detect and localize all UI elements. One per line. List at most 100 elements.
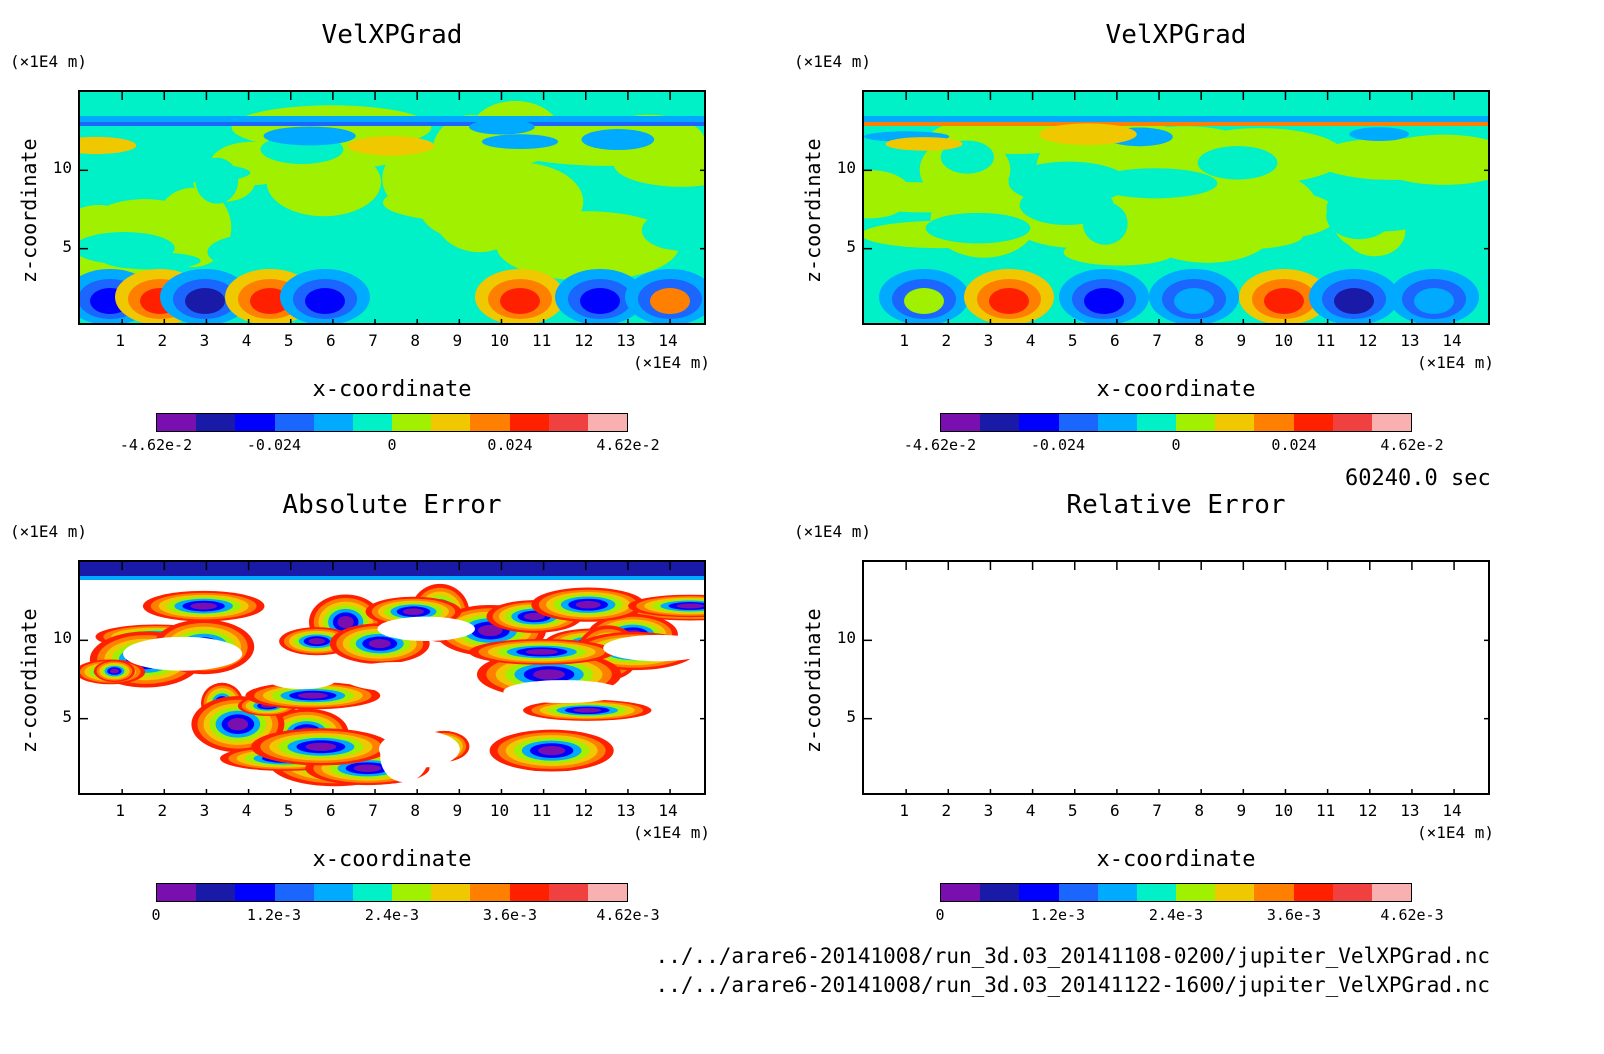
x-tick-label: 14 <box>1442 801 1462 820</box>
x-tick-label: 5 <box>283 331 294 350</box>
x-tick-label: 7 <box>368 331 378 350</box>
y-axis-label: z-coordinate <box>801 138 825 284</box>
time-label: 60240.0 sec <box>1345 466 1491 491</box>
x-tick-label: 5 <box>1067 801 1078 820</box>
colorbar-swatch <box>470 414 510 431</box>
heatmap-field <box>80 562 704 793</box>
x-tick-label: 11 <box>1315 801 1336 820</box>
x-tick-label: 9 <box>452 331 463 350</box>
colorbar-label: 4.62e-3 <box>1380 906 1444 924</box>
y-tick-label: 5 <box>846 706 856 726</box>
x-tick-label: 6 <box>326 331 336 350</box>
colorbar-swatch <box>1097 414 1137 431</box>
plot-area <box>862 90 1490 325</box>
colorbar-swatch <box>196 414 236 431</box>
x-tick-label: 3 <box>983 801 994 820</box>
x-tick-label: 4 <box>1025 801 1036 820</box>
colorbar <box>156 413 628 432</box>
x-tick-label: 10 <box>489 801 510 820</box>
y-axis-unit: (×1E4 m) <box>10 522 88 541</box>
x-tick-label: 2 <box>941 331 952 350</box>
colorbar-label: 0 <box>935 906 945 924</box>
x-tick-label: 7 <box>368 801 378 820</box>
plot-area <box>78 90 706 325</box>
x-tick-label: 13 <box>616 801 636 820</box>
y-axis-label: z-coordinate <box>801 608 825 754</box>
chart-panel: VelXPGrad (×1E4 m) z-coordinate 1 2 3 4 5 6 7 8 9 10… <box>0 0 784 470</box>
colorbar <box>940 883 1412 902</box>
x-tick-label: 8 <box>410 801 420 820</box>
x-tick-label: 1 <box>899 801 909 820</box>
colorbar-label: 4.62e-3 <box>596 906 660 924</box>
x-axis-unit: (×1E4 m) <box>1417 353 1495 372</box>
colorbar-label: -4.62e-2 <box>903 436 977 454</box>
x-tick-label: 5 <box>283 801 294 820</box>
chart-panel: VelXPGrad (×1E4 m) z-coordinate 1 2 3 4 5 6 7 8 9 10… <box>784 0 1568 470</box>
colorbar-swatch <box>1254 414 1294 431</box>
x-tick-label: 4 <box>1025 331 1036 350</box>
colorbar-swatch <box>941 884 981 901</box>
y-axis-unit: (×1E4 m) <box>794 522 872 541</box>
heatmap-field <box>80 92 704 323</box>
colorbar-label: 2.4e-3 <box>1148 906 1204 924</box>
colorbar-swatch <box>352 414 393 431</box>
colorbar-swatch <box>1371 884 1412 901</box>
x-tick-label: 13 <box>616 331 636 350</box>
x-axis-label: x-coordinate <box>1096 377 1256 402</box>
plot-area <box>862 560 1490 795</box>
x-tick-label: 6 <box>1110 331 1120 350</box>
x-axis-unit: (×1E4 m) <box>1417 823 1495 842</box>
colorbar-swatch <box>1371 414 1412 431</box>
colorbar-swatch <box>980 414 1020 431</box>
colorbar-label: 0 <box>387 436 397 454</box>
x-tick-label: 6 <box>326 801 336 820</box>
x-axis-label: x-coordinate <box>312 377 472 402</box>
chart-panel: Relative Error (×1E4 m) z-coordinate 1 2 3 4 5 6… <box>784 470 1568 940</box>
colorbar-swatch <box>1136 414 1177 431</box>
file-path-2: ../../arare6-20141008/run_3d.03_20141122… <box>655 973 1490 997</box>
colorbar-swatch <box>313 884 353 901</box>
colorbar-label: 3.6e-3 <box>1266 906 1322 924</box>
x-axis-label: x-coordinate <box>312 847 472 872</box>
y-tick-label: 5 <box>62 706 72 726</box>
chart-title: VelXPGrad <box>1105 20 1247 50</box>
colorbar-label: 4.62e-2 <box>1380 436 1444 454</box>
colorbar-swatch <box>235 414 275 431</box>
colorbar-swatch <box>1176 884 1216 901</box>
colorbar-swatch <box>235 884 275 901</box>
x-tick-label: 10 <box>489 331 510 350</box>
y-tick-label: 10 <box>836 158 856 178</box>
colorbar-swatch <box>431 414 471 431</box>
x-tick-label: 3 <box>983 331 994 350</box>
colorbar-swatch <box>1176 414 1216 431</box>
x-tick-label: 4 <box>241 331 252 350</box>
x-axis-label: x-coordinate <box>1096 847 1256 872</box>
x-tick-label: 11 <box>531 801 552 820</box>
x-tick-label: 14 <box>658 331 678 350</box>
x-tick-label: 2 <box>941 801 952 820</box>
x-axis-unit: (×1E4 m) <box>633 353 711 372</box>
colorbar-label: 1.2e-3 <box>246 906 302 924</box>
colorbar-swatch <box>1058 884 1098 901</box>
colorbar <box>156 883 628 902</box>
colorbar-swatch <box>1215 884 1255 901</box>
x-tick-label: 10 <box>1273 801 1294 820</box>
colorbar-label: 0.024 <box>1271 436 1317 454</box>
colorbar-swatch <box>392 414 432 431</box>
chart-title: Absolute Error <box>282 490 502 520</box>
file-path-1: ../../arare6-20141008/run_3d.03_20141108… <box>655 944 1490 968</box>
colorbar-swatch <box>196 884 236 901</box>
colorbar-label: 3.6e-3 <box>482 906 538 924</box>
chart-title: Relative Error <box>1066 490 1286 520</box>
x-tick-label: 1 <box>115 331 125 350</box>
x-tick-label: 2 <box>157 801 168 820</box>
x-axis-unit: (×1E4 m) <box>633 823 711 842</box>
colorbar-swatch <box>1058 414 1098 431</box>
colorbar-swatch <box>352 884 393 901</box>
x-tick-label: 14 <box>658 801 678 820</box>
x-tick-label: 5 <box>1067 331 1078 350</box>
colorbar-swatch <box>1136 884 1177 901</box>
colorbar-label: -0.024 <box>1030 436 1086 454</box>
colorbar-swatch <box>941 414 981 431</box>
colorbar-swatch <box>157 884 197 901</box>
